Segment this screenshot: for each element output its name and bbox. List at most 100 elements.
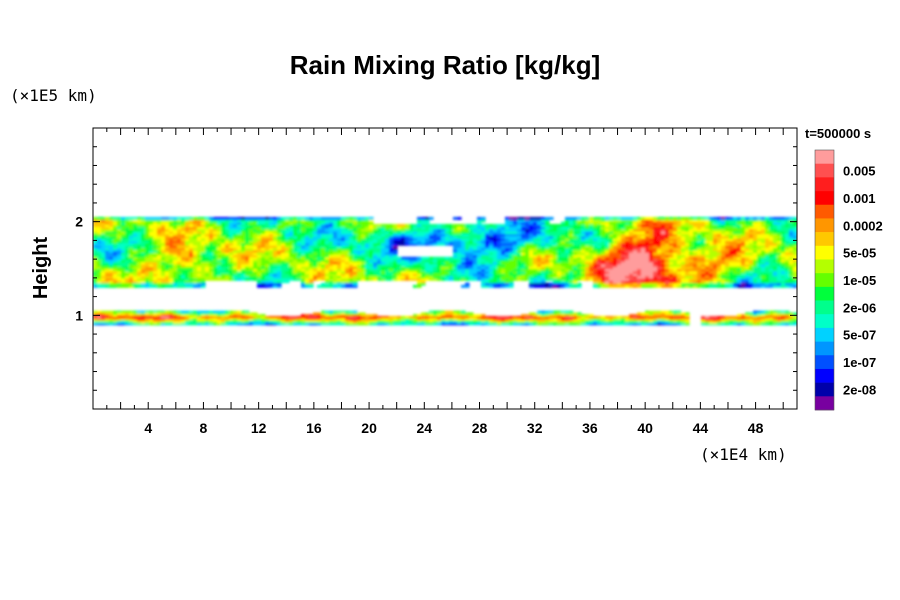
heatmap-cell bbox=[641, 270, 646, 274]
heatmap-cell bbox=[193, 238, 198, 241]
heatmap-cell bbox=[197, 224, 202, 227]
heatmap-cell bbox=[197, 240, 202, 244]
heatmap-cell bbox=[725, 259, 730, 263]
heatmap-cell bbox=[721, 224, 726, 227]
heatmap-cell bbox=[617, 228, 622, 232]
heatmap-cell bbox=[329, 233, 334, 237]
heatmap-cell bbox=[141, 256, 146, 260]
heatmap-cell bbox=[681, 238, 686, 241]
heatmap-cell bbox=[93, 259, 98, 263]
heatmap-cell bbox=[93, 263, 98, 267]
heatmap-cell bbox=[725, 245, 730, 249]
heatmap-cell bbox=[721, 216, 726, 220]
heatmap-cell bbox=[193, 226, 198, 230]
heatmap-cell bbox=[781, 256, 786, 260]
heatmap-cell bbox=[285, 256, 290, 260]
heatmap-cell bbox=[753, 280, 758, 284]
heatmap-cell bbox=[197, 270, 202, 274]
heatmap-cell bbox=[565, 252, 570, 256]
heatmap-cell bbox=[749, 277, 754, 281]
heatmap-cell bbox=[741, 224, 746, 227]
heatmap-cell bbox=[165, 259, 170, 263]
heatmap-cell bbox=[629, 270, 634, 274]
heatmap-cell bbox=[785, 252, 790, 256]
heatmap-cell bbox=[505, 263, 510, 267]
heatmap-cell bbox=[185, 233, 190, 237]
heatmap-cell bbox=[317, 219, 322, 223]
heatmap-cell bbox=[657, 226, 662, 230]
heatmap-cell bbox=[101, 280, 106, 284]
heatmap-cell bbox=[105, 216, 110, 220]
heatmap-cell bbox=[569, 254, 574, 258]
heatmap-cell bbox=[417, 256, 422, 260]
heatmap-cell bbox=[473, 259, 478, 263]
heatmap-cell bbox=[757, 226, 762, 230]
heatmap-cell bbox=[277, 268, 282, 272]
heatmap-cell bbox=[657, 280, 662, 284]
heatmap-cell bbox=[501, 256, 506, 260]
heatmap-cell bbox=[641, 231, 646, 234]
heatmap-cell bbox=[737, 249, 742, 253]
heatmap-cell bbox=[121, 259, 126, 263]
heatmap-cell bbox=[509, 219, 514, 223]
heatmap-cell bbox=[613, 256, 618, 260]
heatmap-cell bbox=[737, 256, 742, 260]
heatmap-cell bbox=[97, 235, 102, 239]
heatmap-cell bbox=[109, 238, 114, 241]
heatmap-cell bbox=[101, 322, 106, 326]
heatmap-cell bbox=[533, 277, 538, 281]
heatmap-cell bbox=[269, 252, 274, 256]
heatmap-cell bbox=[733, 275, 738, 279]
heatmap-cell bbox=[117, 245, 122, 249]
heatmap-cell bbox=[257, 261, 262, 265]
heatmap-cell bbox=[757, 263, 762, 267]
heatmap-cell bbox=[189, 275, 194, 279]
heatmap-cell bbox=[205, 240, 210, 244]
heatmap-cell bbox=[305, 219, 310, 223]
heatmap-cell bbox=[101, 221, 106, 225]
heatmap-cell bbox=[545, 275, 550, 279]
heatmap-cell bbox=[549, 226, 554, 230]
heatmap-cell bbox=[645, 284, 650, 288]
heatmap-cell bbox=[517, 259, 522, 263]
heatmap-cell bbox=[425, 266, 430, 270]
heatmap-cell bbox=[533, 221, 538, 225]
heatmap-cell bbox=[685, 254, 690, 258]
heatmap-cell bbox=[173, 226, 178, 230]
heatmap-cell bbox=[633, 219, 638, 223]
heatmap-cell bbox=[465, 268, 470, 272]
heatmap-cell bbox=[537, 221, 542, 225]
heatmap-cell bbox=[189, 263, 194, 267]
heatmap-cell bbox=[121, 282, 126, 286]
heatmap-cell bbox=[781, 238, 786, 241]
heatmap-cell bbox=[573, 245, 578, 249]
heatmap-cell bbox=[649, 273, 654, 277]
heatmap-cell bbox=[757, 275, 762, 279]
heatmap-cell bbox=[161, 256, 166, 260]
heatmap-cell bbox=[473, 268, 478, 272]
y-unit-label: (×1E5 km) bbox=[10, 86, 97, 105]
heatmap-cell bbox=[245, 231, 250, 234]
heatmap-cell bbox=[609, 282, 614, 286]
heatmap-cell bbox=[501, 245, 506, 249]
heatmap-cell bbox=[193, 261, 198, 265]
heatmap-cell bbox=[121, 247, 126, 251]
heatmap-cell bbox=[109, 310, 114, 314]
heatmap-cell bbox=[201, 270, 206, 274]
heatmap-cell bbox=[785, 249, 790, 253]
heatmap-cell bbox=[609, 270, 614, 274]
heatmap-cell bbox=[761, 238, 766, 241]
heatmap-cell bbox=[689, 270, 694, 274]
heatmap-cell bbox=[513, 245, 518, 249]
heatmap-cell bbox=[117, 231, 122, 234]
heatmap-cell bbox=[661, 235, 666, 239]
heatmap-cell bbox=[249, 249, 254, 253]
heatmap-cell bbox=[465, 240, 470, 244]
heatmap-cell bbox=[513, 242, 518, 246]
heatmap-cell bbox=[653, 284, 658, 288]
heatmap-cell bbox=[533, 219, 538, 223]
heatmap-cell bbox=[589, 273, 594, 277]
heatmap-cell bbox=[765, 233, 770, 237]
heatmap-cell bbox=[153, 277, 158, 281]
heatmap-cell bbox=[485, 270, 490, 274]
